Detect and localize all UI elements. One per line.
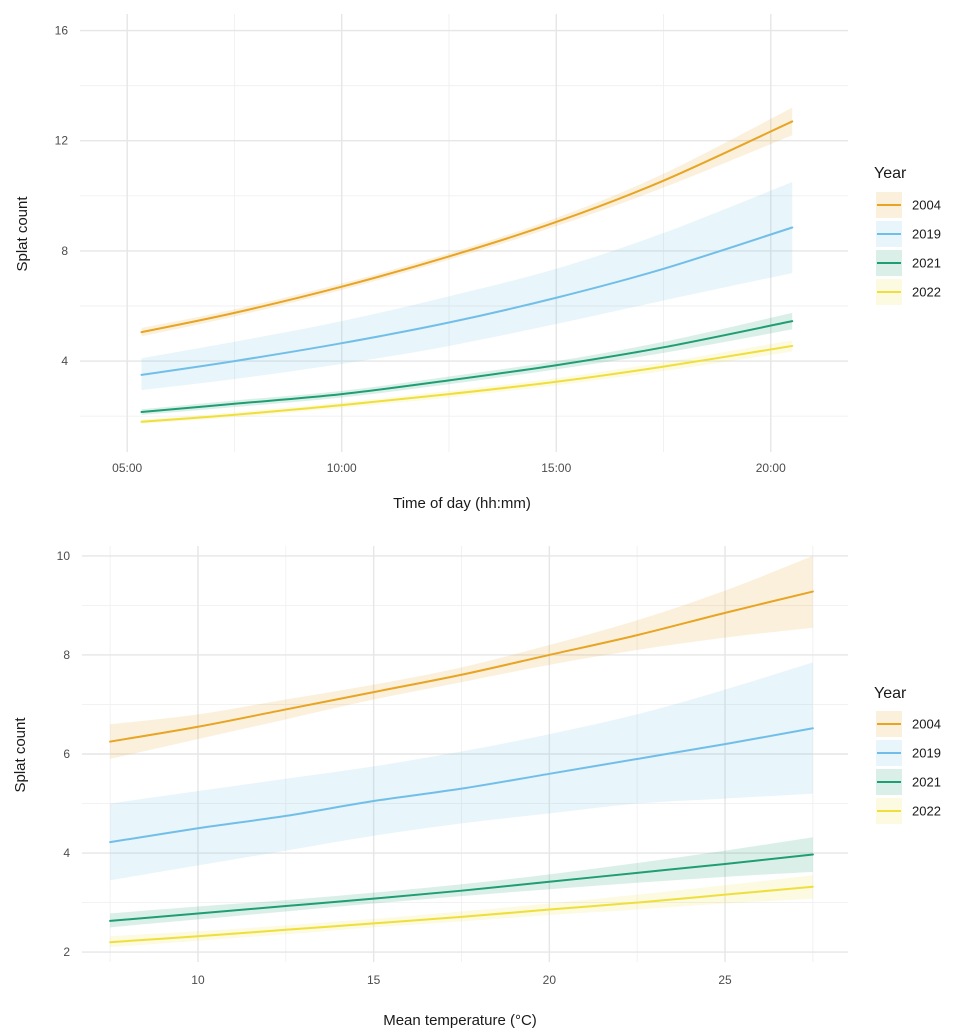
line-2022: [140, 344, 794, 423]
legend: Year 2004 2019 2021 2022: [874, 685, 941, 824]
line-2021: [109, 853, 814, 922]
band-2004: [110, 555, 813, 759]
y-tick-label: 16: [55, 24, 69, 38]
legend-label-2021: 2021: [912, 256, 941, 271]
x-tick-label: 20:00: [756, 461, 786, 475]
y-tick-label: 12: [55, 134, 69, 148]
x-axis-label: Time of day (hh:mm): [393, 495, 531, 512]
x-tick-labels: 10 15 20 25: [191, 973, 732, 987]
band-2022: [141, 340, 793, 424]
x-tick-label: 10:00: [327, 461, 357, 475]
y-axis-label: Splat count: [12, 717, 29, 793]
legend-label-2019: 2019: [912, 227, 941, 242]
y-tick-label: 4: [61, 354, 68, 368]
legend-label-2004: 2004: [912, 717, 941, 732]
series-lines: [140, 120, 794, 423]
legend-label-2021: 2021: [912, 775, 941, 790]
y-tick-label: 10: [57, 549, 71, 563]
y-tick-labels: 4 8 12 16: [55, 24, 69, 369]
x-tick-label: 15: [367, 973, 381, 987]
time-of-day-chart: 4 8 12 16 05:00 10:00 15:00 20:00 Time of day …: [14, 14, 941, 512]
band-2021: [141, 312, 793, 415]
y-axis-label: Splat count: [14, 196, 31, 272]
legend-label-2022: 2022: [912, 285, 941, 300]
y-tick-label: 2: [63, 945, 70, 959]
confidence-bands: [141, 107, 793, 424]
band-2021: [110, 837, 813, 928]
x-tick-label: 05:00: [112, 461, 142, 475]
line-2004: [109, 590, 814, 743]
line-2022: [109, 885, 814, 944]
y-tick-label: 4: [63, 846, 70, 860]
band-2019: [110, 662, 813, 881]
line-2004: [140, 120, 794, 334]
x-tick-labels: 05:00 10:00 15:00 20:00: [112, 461, 786, 475]
y-tick-label: 8: [61, 244, 68, 258]
line-2019: [140, 226, 794, 376]
line-2019: [109, 727, 814, 844]
y-tick-label: 6: [63, 747, 70, 761]
series-lines: [109, 590, 814, 944]
chart-grid: [82, 546, 848, 962]
line-2021: [140, 320, 794, 414]
x-tick-label: 15:00: [541, 461, 571, 475]
x-tick-label: 25: [718, 973, 732, 987]
legend-title: Year: [874, 165, 907, 182]
y-tick-labels: 2 4 6 8 10: [57, 549, 71, 959]
legend-label-2019: 2019: [912, 746, 941, 761]
legend-title: Year: [874, 685, 907, 702]
x-tick-label: 10: [191, 973, 205, 987]
legend-label-2004: 2004: [912, 198, 941, 213]
band-2019: [141, 182, 793, 391]
legend: Year 2004 2019 2021 2022: [874, 165, 941, 305]
temperature-chart: 2 4 6 8 10 10 15 20 25 Mean temperature (°C) Sp…: [12, 546, 941, 1029]
x-axis-label: Mean temperature (°C): [383, 1012, 537, 1029]
x-tick-label: 20: [543, 973, 557, 987]
legend-label-2022: 2022: [912, 804, 941, 819]
y-tick-label: 8: [63, 648, 70, 662]
